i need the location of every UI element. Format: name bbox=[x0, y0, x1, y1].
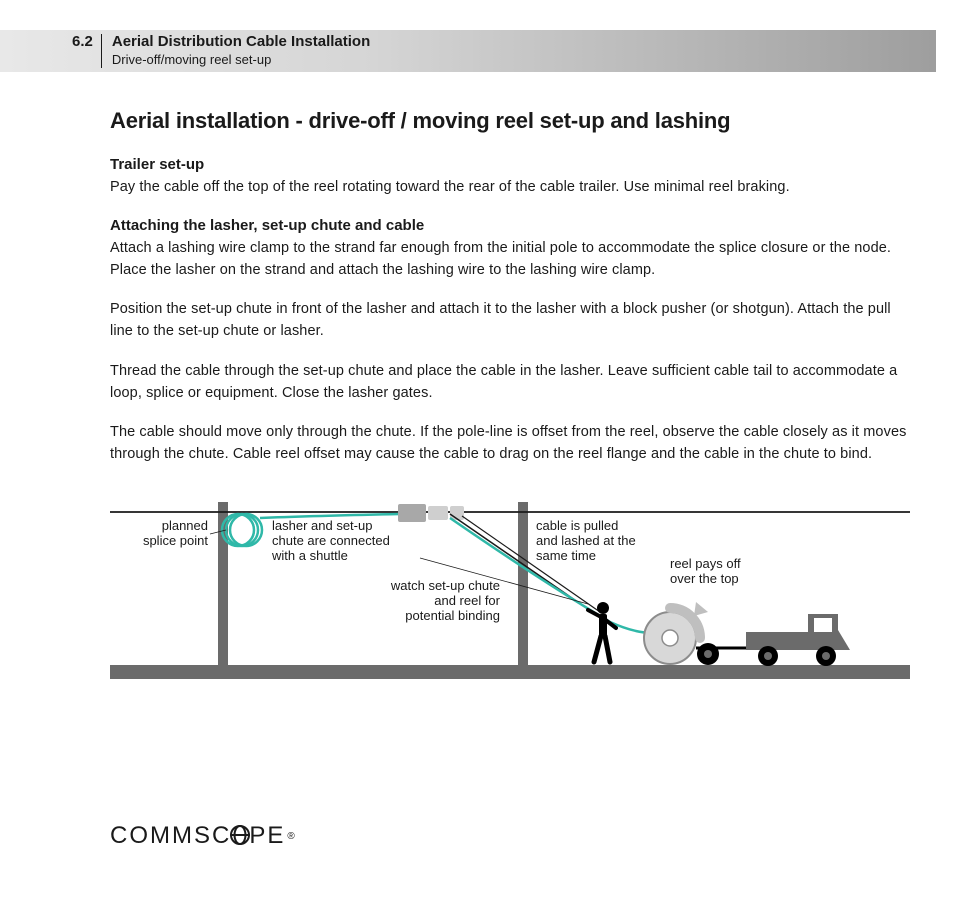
label-watch-2: and reel for bbox=[434, 593, 500, 608]
paragraph: Position the set-up chute in front of th… bbox=[110, 299, 914, 343]
page-header-bar: 6.2 Aerial Distribution Cable Installati… bbox=[0, 30, 936, 72]
document-body: Aerial installation - drive-off / moving… bbox=[110, 108, 914, 705]
section-heading: Trailer set-up bbox=[110, 156, 914, 173]
lasher-assembly bbox=[398, 504, 464, 522]
header-subtitle: Drive-off/moving reel set-up bbox=[112, 52, 370, 67]
brand-logo: COMMSC PE ® bbox=[110, 822, 297, 850]
label-pulled-2: and lashed at the bbox=[536, 533, 636, 548]
label-splice-2: splice point bbox=[143, 533, 208, 548]
label-reel-1: reel pays off bbox=[670, 556, 741, 571]
brand-text-post: PE bbox=[249, 822, 285, 850]
label-lasher-3: with a shuttle bbox=[271, 548, 348, 563]
label-splice-1: planned bbox=[162, 518, 208, 533]
worker-icon bbox=[588, 602, 616, 662]
paragraph: The cable should move only through the c… bbox=[110, 422, 914, 466]
ground bbox=[110, 665, 910, 679]
truck-icon bbox=[746, 614, 850, 666]
registered-mark: ® bbox=[287, 831, 296, 842]
label-watch-3: potential binding bbox=[405, 608, 500, 623]
header-titles: Aerial Distribution Cable Installation D… bbox=[102, 33, 370, 67]
label-pulled-1: cable is pulled bbox=[536, 518, 618, 533]
header-title: Aerial Distribution Cable Installation bbox=[112, 33, 370, 50]
label-reel-2: over the top bbox=[670, 571, 739, 586]
paragraph: Pay the cable off the top of the reel ro… bbox=[110, 177, 914, 199]
section-number: 6.2 bbox=[0, 33, 101, 50]
installation-diagram: planned splice point lasher and set-up c… bbox=[110, 490, 910, 700]
label-pulled-3: same time bbox=[536, 548, 596, 563]
section-heading: Attaching the lasher, set-up chute and c… bbox=[110, 217, 914, 234]
pole-right bbox=[518, 502, 528, 665]
page-title: Aerial installation - drive-off / moving… bbox=[110, 108, 914, 134]
label-lasher-2: chute are connected bbox=[272, 533, 390, 548]
brand-text-pre: COMMSC bbox=[110, 822, 231, 850]
label-watch-1: watch set-up chute bbox=[390, 578, 500, 593]
paragraph: Thread the cable through the set-up chut… bbox=[110, 361, 914, 405]
globe-icon bbox=[230, 825, 250, 845]
label-lasher-1: lasher and set-up bbox=[272, 518, 372, 533]
paragraph: Attach a lashing wire clamp to the stran… bbox=[110, 238, 914, 282]
